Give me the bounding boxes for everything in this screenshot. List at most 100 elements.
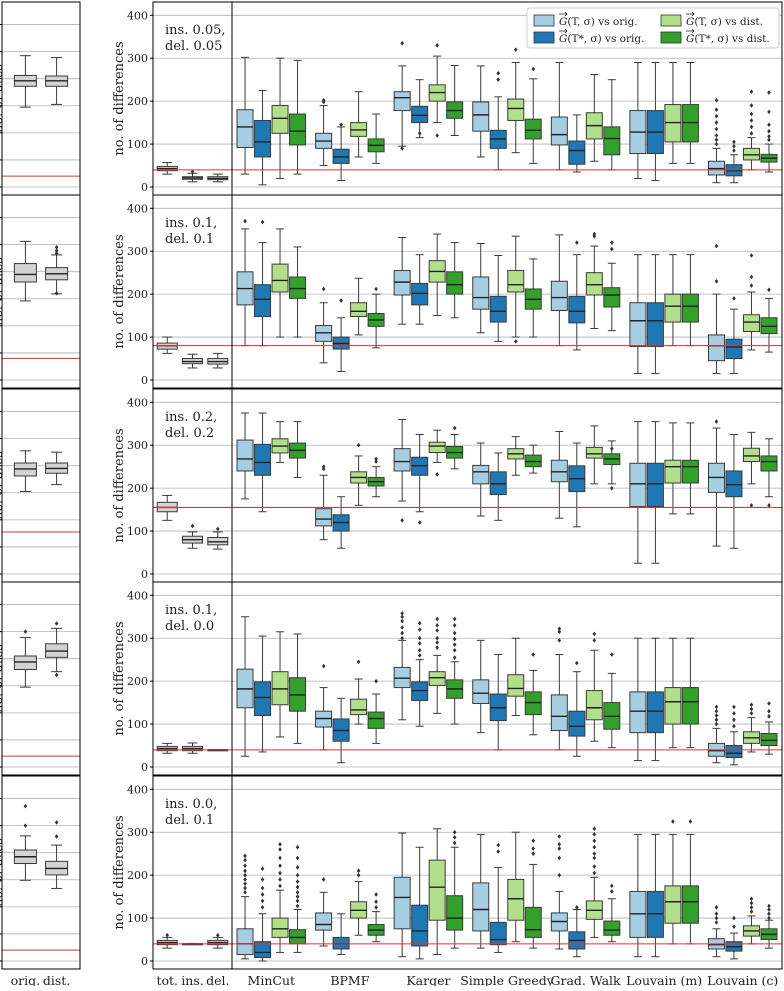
outlier-point [749, 711, 754, 716]
box-Louvain (c)-series-3 [760, 90, 778, 173]
box-BPMF-series-3 [367, 892, 385, 943]
box-Louvain (c)-series-2 [742, 431, 760, 508]
box-diff-del. [207, 173, 229, 183]
box-Louvain (c)-series-0 [707, 97, 725, 184]
row-label-del: del. 0.2 [165, 426, 214, 441]
ytick-label: 400 [127, 589, 148, 602]
outlier-point [688, 819, 693, 824]
iqr-box [271, 263, 289, 293]
box-Grad. Walk-series-1 [568, 905, 586, 958]
outlier-point [374, 286, 378, 292]
outlier-point [592, 231, 597, 237]
box-Louvain (c)-series-2 [742, 702, 760, 753]
outlier-point [260, 219, 265, 225]
outlier-point [321, 663, 326, 669]
iqr-box [472, 101, 490, 132]
box-Grad. Walk-series-2 [585, 631, 603, 742]
box-BPMF-series-1 [332, 496, 350, 549]
outlier-point [278, 883, 282, 889]
ytick-label: 0 [141, 761, 148, 774]
outlier-point [496, 77, 501, 82]
box-Simple Greedy-series-3 [524, 652, 542, 736]
box-Karger-series-1 [411, 254, 429, 325]
box-BPMF-series-0 [315, 877, 333, 947]
outlier-point [400, 618, 404, 624]
box-MinCut-series-1 [254, 89, 272, 186]
iqr-box [707, 334, 725, 362]
box-arcs-dist. [45, 820, 69, 889]
ytick-label: 100 [127, 525, 148, 538]
outlier-point [54, 621, 59, 626]
iqr-box [271, 104, 289, 134]
box-arcs-dist. [45, 451, 69, 486]
outlier-point [417, 620, 422, 626]
box-Simple Greedy-series-3 [524, 838, 542, 949]
box-diff-ins. [182, 353, 203, 369]
outlier-point [732, 915, 736, 921]
panel-frame [231, 775, 783, 970]
outlier-point [54, 672, 59, 678]
outlier-point [54, 245, 59, 250]
box-Grad. Walk-series-2 [585, 74, 603, 162]
outlier-point [732, 139, 736, 145]
outlier-point [374, 678, 378, 684]
iqr-box [446, 271, 464, 295]
ytick-label: 200 [127, 675, 148, 688]
outlier-point [749, 283, 754, 288]
iqr-box [411, 904, 429, 947]
outlier-point [610, 889, 614, 894]
outlier-point [592, 864, 597, 869]
outlier-point [243, 868, 247, 874]
outlier-point [452, 840, 457, 846]
box-Louvain (c)-series-0 [707, 419, 725, 547]
box-Grad. Walk-series-0 [550, 834, 568, 950]
iqr-box [664, 885, 682, 924]
ytick-label: 300 [127, 826, 148, 839]
outlier-point [295, 872, 300, 878]
iqr-box [550, 280, 568, 311]
legend-label: G(T, σ) vs dist. [686, 16, 763, 28]
box-Louvain (c)-series-1 [725, 915, 743, 960]
box-diff-del. [207, 352, 229, 369]
box-Grad. Walk-series-2 [585, 425, 603, 485]
iqr-box [411, 282, 429, 306]
outlier-point [435, 645, 439, 650]
row-4: 0 100 200 300 400 no. of arcs no. of differenc… [0, 775, 783, 970]
ytick-label: 0 [141, 568, 148, 581]
box-BPMF-series-3 [367, 678, 385, 744]
outlier-point [374, 456, 378, 462]
box-Louvain (m)-series-3 [681, 637, 699, 749]
outlier-point [732, 704, 736, 710]
iqr-box [393, 91, 411, 112]
outlier-point [435, 43, 439, 48]
outlier-point [435, 133, 439, 138]
outlier-point [417, 647, 422, 653]
iqr-box [681, 293, 699, 323]
outlier-point [767, 903, 771, 909]
box-Louvain (c)-series-3 [760, 701, 778, 755]
outlier-point [714, 97, 719, 103]
iqr-box [742, 447, 760, 463]
outlier-point [23, 823, 28, 828]
box-MinCut-series-0 [236, 616, 254, 757]
box-Karger-series-0 [393, 418, 411, 523]
outlier-point [452, 616, 457, 622]
box-MinCut-series-1 [254, 635, 272, 753]
box-BPMF-series-0 [315, 663, 333, 751]
box-MinCut-series-2 [271, 228, 289, 338]
outlier-point [54, 250, 59, 256]
ytick-label: 400 [127, 9, 148, 22]
outlier-point [278, 847, 282, 852]
outlier-point [54, 291, 59, 296]
xtick-ins.: ins. [181, 973, 203, 986]
box-BPMF-series-3 [367, 286, 385, 349]
box-BPMF-series-3 [367, 456, 385, 498]
box-Louvain (m)-series-1 [646, 254, 664, 375]
box-Karger-series-2 [428, 616, 446, 714]
outlier-point [295, 894, 300, 899]
box-Louvain (m)-series-0 [629, 62, 647, 179]
box-Simple Greedy-series-3 [524, 258, 542, 338]
iqr-box [742, 314, 760, 332]
iqr-box [568, 710, 586, 737]
